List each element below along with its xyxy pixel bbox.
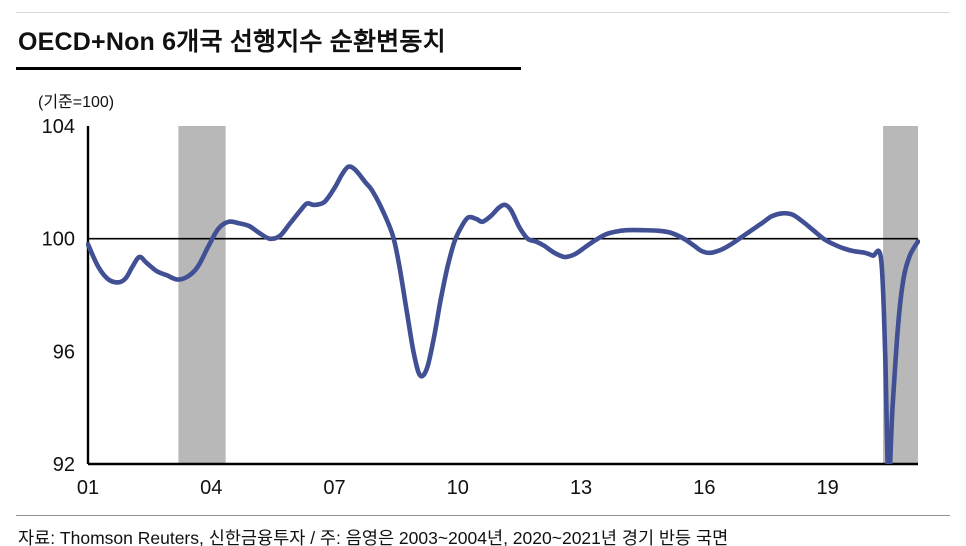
chart-header: OECD+Non 6개국 선행지수 순환변동치 <box>16 12 950 70</box>
y-tick-label: 100 <box>42 229 75 251</box>
y-tick-label: 104 <box>42 116 75 138</box>
x-tick-label: 13 <box>570 477 592 499</box>
chart-canvas: 92 96 100 104 01 04 07 10 13 16 19 <box>42 116 920 499</box>
x-tick-label: 07 <box>323 477 345 499</box>
x-tick-label: 01 <box>77 477 99 499</box>
chart-footer: 자료: Thomson Reuters, 신한금융투자 / 주: 음영은 200… <box>16 515 950 546</box>
x-tick-label: 04 <box>200 477 222 499</box>
page-title: OECD+Non 6개국 선행지수 순환변동치 <box>16 20 521 70</box>
line-chart: 92 96 100 104 01 04 07 10 13 16 19 <box>16 114 950 509</box>
x-tick-label: 19 <box>816 477 838 499</box>
series-line <box>86 164 920 464</box>
y-tick-label: 96 <box>53 341 75 363</box>
axis-unit-label: (기준=100) <box>38 94 115 111</box>
x-tick-label: 16 <box>693 477 715 499</box>
y-tick-label: 92 <box>53 454 75 476</box>
source-note: 자료: Thomson Reuters, 신한금융투자 / 주: 음영은 200… <box>18 528 729 546</box>
x-tick-label: 10 <box>447 477 469 499</box>
shaded-band <box>178 126 226 464</box>
